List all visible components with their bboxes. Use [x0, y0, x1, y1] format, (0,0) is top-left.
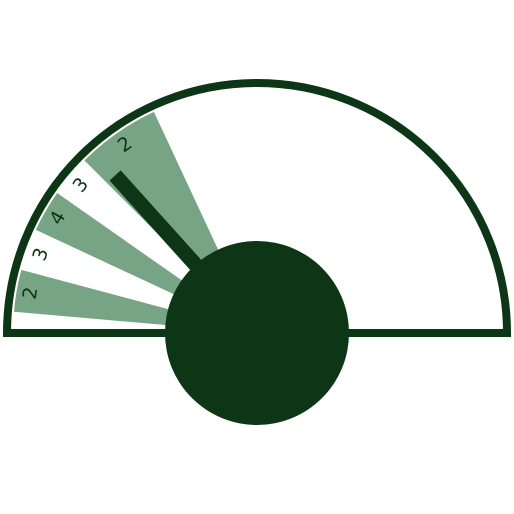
- segment-label: 3: [68, 173, 93, 196]
- gauge-hub: [165, 241, 349, 425]
- gauge-outline: [2, 79, 512, 337]
- gauge-segment: [13, 269, 217, 330]
- segments-layer: [13, 111, 240, 330]
- gauge-segment: [35, 193, 223, 316]
- gauge-segment: [84, 111, 240, 304]
- segment-label: 3: [28, 245, 53, 264]
- segment-label: 2: [19, 285, 43, 301]
